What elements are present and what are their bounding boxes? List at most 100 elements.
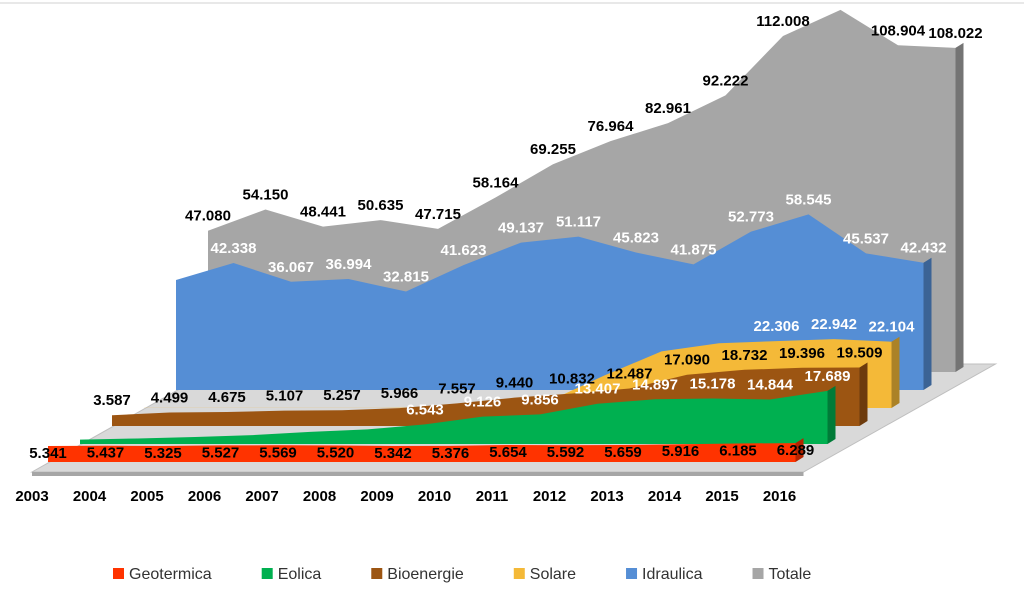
x-tick-label: 2007 [245, 488, 278, 505]
data-label: 5.569 [259, 444, 297, 461]
data-label: 82.961 [645, 100, 691, 117]
area [48, 443, 796, 462]
data-label: 13.407 [575, 381, 621, 398]
x-tick-label: 2012 [533, 488, 566, 505]
x-tick-label: 2013 [590, 488, 623, 505]
x-tick-label: 2005 [130, 488, 163, 505]
data-label: 42.432 [901, 240, 947, 257]
data-label: 12.487 [607, 366, 653, 383]
data-label: 17.689 [805, 368, 851, 385]
data-label: 48.441 [300, 204, 346, 221]
data-label: 14.897 [632, 376, 678, 393]
data-label: 5.341 [29, 445, 67, 462]
area [80, 390, 828, 444]
data-label: 41.875 [671, 241, 717, 258]
data-label: 22.942 [811, 316, 857, 333]
data-label: 69.255 [530, 141, 576, 158]
x-tick-label: 2009 [360, 488, 393, 505]
data-label: 18.732 [722, 347, 768, 364]
legend-label: Geotermica [129, 566, 212, 583]
data-label: 5.437 [87, 445, 125, 462]
area-side [923, 257, 932, 390]
data-label: 5.966 [381, 385, 419, 402]
data-label: 47.080 [185, 208, 231, 225]
data-label: 6.185 [719, 442, 757, 459]
x-tick-label: 2015 [705, 488, 738, 505]
data-label: 54.150 [243, 187, 289, 204]
data-label: 22.306 [754, 318, 800, 335]
legend-swatch [513, 568, 525, 579]
data-label: 36.994 [326, 256, 373, 273]
legend-label: Bioenergie [387, 566, 464, 583]
data-label: 3.587 [93, 392, 131, 409]
x-tick-label: 2010 [418, 488, 451, 505]
area-side [827, 385, 836, 444]
area-side [859, 362, 868, 426]
area-side [955, 42, 964, 373]
data-label: 45.823 [613, 229, 659, 246]
data-label: 5.325 [144, 445, 182, 462]
legend-swatch [261, 568, 273, 579]
floor-edge [32, 472, 804, 476]
data-label: 6.289 [777, 442, 815, 459]
x-tick-label: 2006 [188, 488, 221, 505]
data-label: 9.126 [464, 394, 502, 411]
data-label: 58.545 [786, 191, 832, 208]
data-label: 15.178 [690, 375, 736, 392]
data-label: 52.773 [728, 209, 774, 226]
x-tick-label: 2004 [73, 488, 107, 505]
data-label: 6.543 [406, 401, 444, 418]
data-label: 4.675 [208, 389, 246, 406]
data-label: 9.440 [496, 375, 534, 392]
data-label: 108.022 [928, 25, 982, 42]
data-label: 9.856 [521, 391, 559, 408]
x-tick-label: 2011 [476, 488, 509, 505]
data-label: 45.537 [843, 230, 889, 247]
data-label: 5.592 [547, 444, 585, 461]
data-label: 5.659 [604, 444, 642, 461]
data-label: 5.342 [374, 445, 412, 462]
x-tick-label: 2008 [303, 488, 336, 505]
area-side [891, 336, 900, 408]
data-label: 10.832 [549, 370, 595, 387]
data-label: 5.257 [323, 387, 361, 404]
legend-label: Idraulica [642, 566, 703, 583]
data-label: 5.520 [317, 444, 355, 461]
x-tick-label: 2003 [15, 488, 48, 505]
data-label: 17.090 [664, 352, 710, 369]
legend-swatch [752, 568, 764, 579]
data-label: 42.338 [211, 240, 257, 257]
data-label: 19.509 [837, 344, 883, 361]
legend-swatch [371, 568, 383, 579]
data-label: 14.844 [747, 376, 794, 393]
legend-swatch [626, 568, 638, 579]
data-label: 36.067 [268, 259, 314, 276]
data-label: 5.916 [662, 443, 700, 460]
data-label: 108.904 [871, 22, 926, 39]
area-side [795, 438, 804, 462]
data-label: 22.104 [869, 319, 916, 336]
data-label: 5.527 [202, 444, 240, 461]
data-label: 58.164 [473, 174, 520, 191]
data-label: 7.557 [438, 380, 476, 397]
x-tick-label: 2016 [763, 488, 796, 505]
data-label: 92.222 [703, 72, 749, 89]
data-label: 5.107 [266, 388, 304, 405]
legend-label: Eolica [278, 566, 322, 583]
data-label: 76.964 [588, 118, 635, 135]
x-tick-label: 2014 [648, 488, 682, 505]
data-label: 51.117 [556, 214, 601, 231]
data-label: 47.715 [415, 206, 461, 223]
legend-swatch [113, 568, 124, 579]
data-label: 41.623 [441, 242, 487, 259]
data-label: 4.499 [151, 389, 189, 406]
legend-label: Totale [769, 566, 812, 583]
data-label: 32.815 [383, 269, 429, 286]
data-label: 19.396 [779, 345, 825, 362]
data-label: 5.376 [432, 445, 470, 462]
legend-label: Solare [530, 566, 576, 583]
data-label: 49.137 [498, 220, 544, 237]
data-label: 112.008 [756, 13, 809, 30]
data-label: 5.654 [489, 444, 527, 461]
